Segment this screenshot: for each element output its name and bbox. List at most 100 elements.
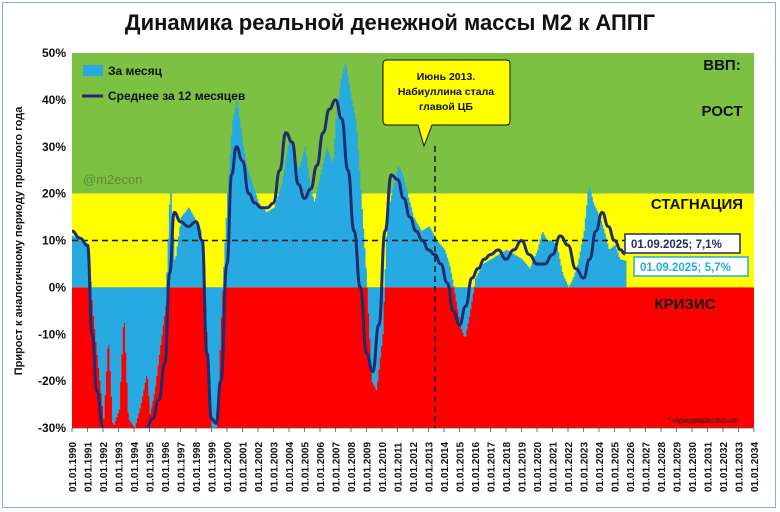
bar-month	[181, 215, 184, 288]
bar-month	[208, 287, 211, 385]
bar-month	[429, 228, 432, 288]
bar-month	[588, 186, 591, 288]
bar-month	[401, 173, 404, 288]
bar-month	[494, 256, 497, 288]
bar-month	[384, 269, 387, 288]
x-tick-label: 01.01.2001	[239, 442, 250, 492]
bar-month	[619, 259, 622, 288]
bar-month	[534, 256, 537, 288]
bar-month	[161, 287, 163, 336]
bar-month	[122, 287, 125, 328]
bar-month	[242, 146, 245, 288]
x-tick-label: 01.01.2021	[549, 442, 560, 492]
bar-month	[220, 287, 223, 318]
bar-month	[201, 239, 203, 288]
bar-month	[609, 249, 611, 288]
bar-month	[553, 243, 556, 288]
zone-label-stagnation: СТАГНАЦИЯ	[651, 196, 743, 213]
bar-month	[281, 184, 283, 288]
callout-line-2: Набиуллина стала	[398, 86, 494, 98]
bar-month	[525, 263, 528, 288]
bar-month	[304, 146, 307, 288]
bar-month	[183, 213, 185, 288]
bar-month	[143, 287, 145, 390]
bar-month	[248, 175, 251, 288]
x-tick-label: 01.01.2012	[409, 442, 420, 492]
bar-month	[601, 224, 604, 288]
bar-month	[237, 107, 239, 288]
x-tick-label: 01.01.2025	[611, 442, 622, 492]
bar-month	[252, 187, 255, 288]
bar-month	[81, 241, 83, 288]
bar-month	[270, 209, 273, 288]
bar-month	[438, 243, 441, 288]
label-avg: 01.09.2025; 7,1%	[631, 239, 722, 251]
bar-month	[255, 195, 258, 288]
bar-month	[241, 136, 243, 288]
bar-month	[565, 281, 568, 288]
x-tick-label: 01.01.1997	[177, 442, 188, 492]
bar-month	[197, 224, 199, 288]
x-tick-label: 01.01.2011	[394, 442, 405, 492]
bar-month	[600, 220, 602, 288]
bar-month	[418, 226, 420, 288]
bar-month	[196, 221, 198, 288]
bar-month	[166, 272, 168, 288]
bar-month	[82, 242, 84, 288]
bar-month	[365, 267, 367, 288]
bar-month	[254, 191, 256, 288]
bar-month	[79, 240, 82, 288]
bar-month	[560, 265, 562, 288]
bar-month	[402, 176, 405, 288]
bar-month	[139, 287, 141, 409]
bar-month	[396, 171, 398, 288]
bar-month	[188, 207, 190, 288]
x-tick-label: 01.01.2005	[301, 442, 312, 492]
bar-month	[345, 68, 348, 288]
bar-month	[112, 287, 114, 423]
bar-month	[317, 186, 320, 288]
bar-month	[225, 218, 228, 288]
bar-month	[453, 286, 455, 288]
bar-month	[432, 233, 435, 288]
bar-month	[193, 217, 196, 288]
bar-month	[216, 287, 219, 415]
bar-month	[247, 171, 250, 288]
bar-month	[420, 231, 423, 288]
bar-month	[189, 210, 192, 288]
bar-month	[614, 245, 617, 288]
bar-month	[618, 256, 621, 288]
bar-month	[268, 210, 270, 288]
x-tick-label: 01.01.1990	[68, 442, 79, 492]
bar-month	[511, 253, 513, 288]
bar-month	[358, 170, 361, 288]
bar-month	[535, 253, 538, 288]
bar-month	[410, 207, 413, 288]
bar-month	[383, 287, 385, 302]
x-tick-label: 01.01.1995	[146, 442, 157, 492]
bar-month	[352, 106, 354, 288]
bar-month	[613, 246, 615, 288]
x-tick-label: 01.01.2033	[735, 442, 746, 492]
bar-month	[424, 228, 427, 288]
bar-month	[515, 255, 517, 288]
bar-month	[300, 161, 303, 288]
bar-month	[389, 201, 392, 288]
bar-month	[109, 287, 112, 371]
bar-month	[93, 287, 96, 330]
bar-month	[464, 287, 467, 337]
x-tick-label: 01.01.2002	[254, 442, 265, 492]
x-tick-label: 01.01.2023	[580, 442, 591, 492]
x-tick-label: 01.01.2007	[332, 442, 343, 492]
bar-month	[295, 161, 298, 288]
bar-month	[403, 182, 406, 288]
bar-month	[221, 287, 224, 292]
bar-month	[150, 287, 153, 408]
bar-month	[163, 287, 166, 316]
bar-month	[313, 201, 316, 288]
bar-month	[124, 287, 127, 353]
bar-month	[504, 250, 507, 288]
x-tick-label: 01.01.2031	[704, 442, 715, 492]
bar-month	[500, 253, 503, 288]
